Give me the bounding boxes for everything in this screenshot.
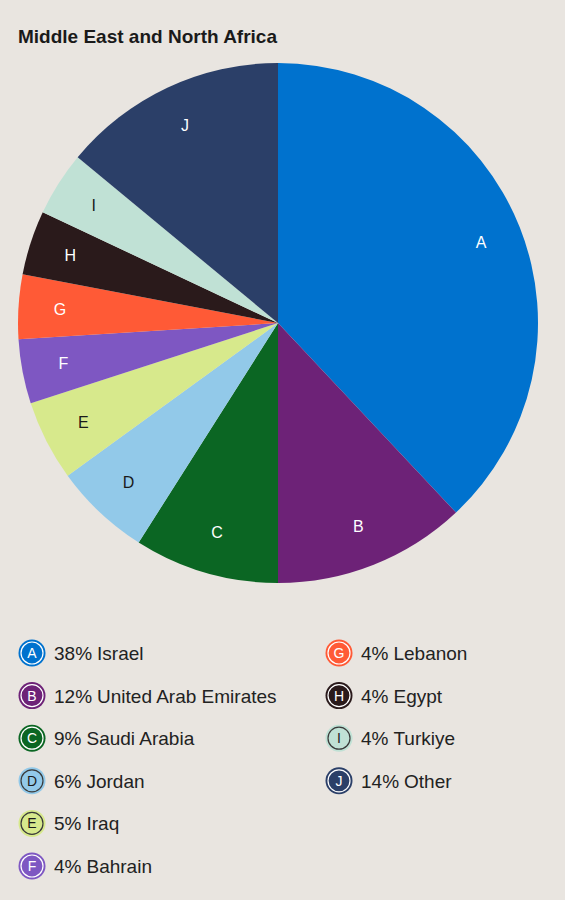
legend-label: 9%Saudi Arabia — [54, 728, 195, 749]
legend-category: Egypt — [393, 685, 442, 706]
chart: Middle East and North Africa A B C D E F G H I J A 3… — [0, 0, 565, 900]
legend-item: B 12%United Arab Emirates — [19, 682, 277, 709]
legend-letter: C — [27, 730, 37, 746]
slice-label: G — [54, 301, 66, 318]
slice-label: I — [91, 197, 95, 214]
legend-category: Bahrain — [86, 856, 152, 877]
legend-letter: A — [27, 645, 37, 661]
legend-category: Turkiye — [393, 728, 455, 749]
legend-swatch-ring — [21, 685, 43, 707]
slice-label: J — [181, 117, 189, 134]
legend-label: 4%Turkiye — [361, 728, 455, 749]
legend-swatch — [326, 725, 353, 752]
pie-slice — [78, 63, 278, 323]
legend-label: 6%Jordan — [54, 770, 145, 791]
legend-swatch — [19, 725, 46, 752]
legend-category: Other — [404, 770, 452, 791]
legend-swatch-ring — [21, 642, 43, 664]
legend-value: 4% — [54, 856, 82, 877]
legend-swatch — [326, 767, 353, 794]
legend-value: 9% — [54, 728, 82, 749]
legend-swatch — [19, 853, 46, 880]
legend-letter: E — [27, 815, 36, 831]
legend-swatch — [19, 810, 46, 837]
legend-item: D 6%Jordan — [19, 767, 145, 794]
legend-letter: H — [334, 688, 344, 704]
legend-swatch-ring — [21, 855, 43, 877]
legend-value: 12% — [54, 685, 92, 706]
slice-label: F — [59, 355, 69, 372]
legend-category: Jordan — [86, 770, 144, 791]
legend-value: 4% — [361, 728, 389, 749]
legend-label: 14%Other — [361, 770, 452, 791]
legend-letter: B — [27, 688, 36, 704]
legend-swatch-ring — [21, 812, 43, 834]
title: Middle East and North Africa — [18, 26, 277, 47]
slice-label: C — [211, 524, 223, 541]
legend-swatch — [19, 767, 46, 794]
slice-label: E — [78, 414, 89, 431]
slice-label: A — [476, 234, 487, 251]
legend-item: I 4%Turkiye — [326, 725, 456, 752]
legend-swatch — [326, 640, 353, 667]
legend-item: C 9%Saudi Arabia — [19, 725, 195, 752]
legend-swatch-ring — [21, 727, 43, 749]
legend: A 38%Israel B 12%United Arab Emirates C 9%Sau… — [19, 640, 468, 880]
legend-letter: F — [28, 858, 37, 874]
legend-value: 38% — [54, 643, 92, 664]
legend-item: G 4%Lebanon — [326, 640, 468, 667]
background — [0, 0, 565, 900]
legend-category: Israel — [97, 643, 143, 664]
legend-label: 4%Egypt — [361, 685, 443, 706]
legend-label: 38%Israel — [54, 643, 144, 664]
legend-letter: I — [337, 730, 341, 746]
legend-swatch-ring — [328, 685, 350, 707]
legend-category: Iraq — [86, 813, 119, 834]
legend-item: A 38%Israel — [19, 640, 144, 667]
slice-label: B — [353, 518, 364, 535]
legend-category: Saudi Arabia — [86, 728, 194, 749]
slice-label: H — [65, 247, 77, 264]
legend-item: E 5%Iraq — [19, 810, 120, 837]
legend-swatch — [19, 682, 46, 709]
legend-letter: J — [336, 773, 343, 789]
legend-letter: G — [334, 645, 345, 661]
legend-value: 5% — [54, 813, 82, 834]
legend-label: 4%Bahrain — [54, 856, 152, 877]
legend-letter: D — [27, 773, 37, 789]
legend-swatch — [326, 682, 353, 709]
pie: A B C D E F G H I J — [18, 63, 538, 583]
legend-label: 5%Iraq — [54, 813, 119, 834]
legend-category: United Arab Emirates — [97, 685, 277, 706]
legend-category: Lebanon — [393, 643, 467, 664]
legend-label: 12%United Arab Emirates — [54, 685, 277, 706]
legend-value: 14% — [361, 770, 399, 791]
legend-swatch — [19, 640, 46, 667]
legend-swatch-ring — [328, 727, 350, 749]
legend-value: 4% — [361, 685, 389, 706]
legend-item: J 14%Other — [326, 767, 453, 794]
legend-value: 4% — [361, 643, 389, 664]
slice-label: D — [123, 474, 135, 491]
legend-item: H 4%Egypt — [326, 682, 443, 709]
legend-item: F 4%Bahrain — [19, 853, 152, 880]
legend-swatch-ring — [21, 770, 43, 792]
legend-value: 6% — [54, 770, 82, 791]
legend-swatch-ring — [328, 642, 350, 664]
pie-slice — [278, 323, 456, 583]
legend-label: 4%Lebanon — [361, 643, 467, 664]
legend-swatch-ring — [328, 770, 350, 792]
